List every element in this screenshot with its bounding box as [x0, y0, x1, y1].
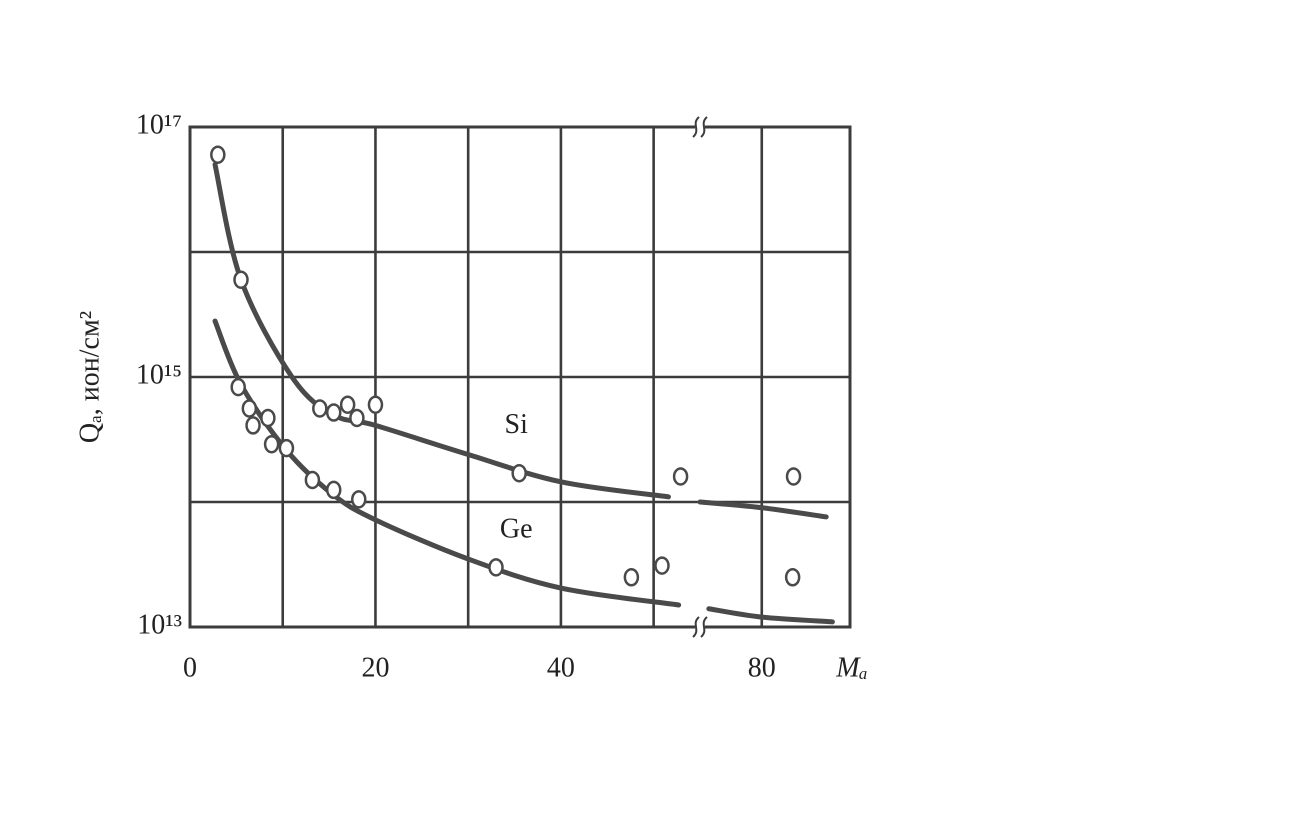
data-point	[260, 408, 276, 428]
data-point	[511, 463, 527, 483]
data-point	[325, 403, 342, 422]
axis-break-mark	[700, 616, 708, 638]
y-tick-label: 10¹⁵	[136, 359, 182, 390]
axis-break-mark	[700, 116, 708, 138]
data-point	[623, 568, 640, 587]
y-axis-label: Qₐ, ион/см²	[74, 311, 105, 443]
y-tick-label: 10¹³	[137, 609, 182, 640]
data-point	[488, 558, 504, 577]
data-point	[210, 145, 226, 164]
data-point	[325, 480, 342, 500]
x-tick-label: 20	[361, 652, 389, 683]
fit-curve	[212, 162, 829, 520]
x-tick-label: 0	[183, 652, 197, 683]
axis-break-gap	[695, 121, 705, 133]
data-point	[230, 377, 246, 397]
axis-break-mark	[692, 616, 700, 638]
data-point	[278, 438, 295, 458]
data-point	[241, 399, 258, 418]
axis-break-mark	[692, 116, 700, 138]
data-point	[339, 395, 356, 414]
series-label: Ge	[500, 513, 533, 544]
data-point	[349, 408, 365, 428]
data-point	[654, 556, 670, 575]
data-point	[263, 434, 280, 454]
data-point	[784, 568, 801, 587]
data-point	[367, 395, 384, 414]
data-point	[245, 416, 261, 435]
data-point	[351, 490, 367, 509]
axis-break-gap	[695, 621, 705, 633]
series-label: Si	[505, 409, 529, 440]
x-tick-label: 80	[748, 652, 776, 683]
data-point	[672, 467, 689, 486]
x-axis-label: Mₐ	[835, 652, 868, 683]
data-point	[304, 470, 321, 490]
x-tick-label: 40	[547, 652, 575, 683]
data-point	[785, 467, 802, 486]
y-tick-label: 10¹⁷	[136, 109, 182, 140]
data-point	[312, 399, 328, 418]
data-point	[233, 270, 249, 289]
fit-curve	[212, 318, 835, 625]
